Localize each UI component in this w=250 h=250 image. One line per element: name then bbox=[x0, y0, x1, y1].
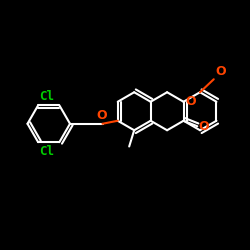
Text: O: O bbox=[198, 120, 209, 133]
Text: Cl: Cl bbox=[40, 90, 54, 103]
Text: O: O bbox=[215, 65, 226, 78]
Text: O: O bbox=[97, 109, 107, 122]
Text: Cl: Cl bbox=[40, 145, 54, 158]
Text: O: O bbox=[186, 95, 196, 108]
